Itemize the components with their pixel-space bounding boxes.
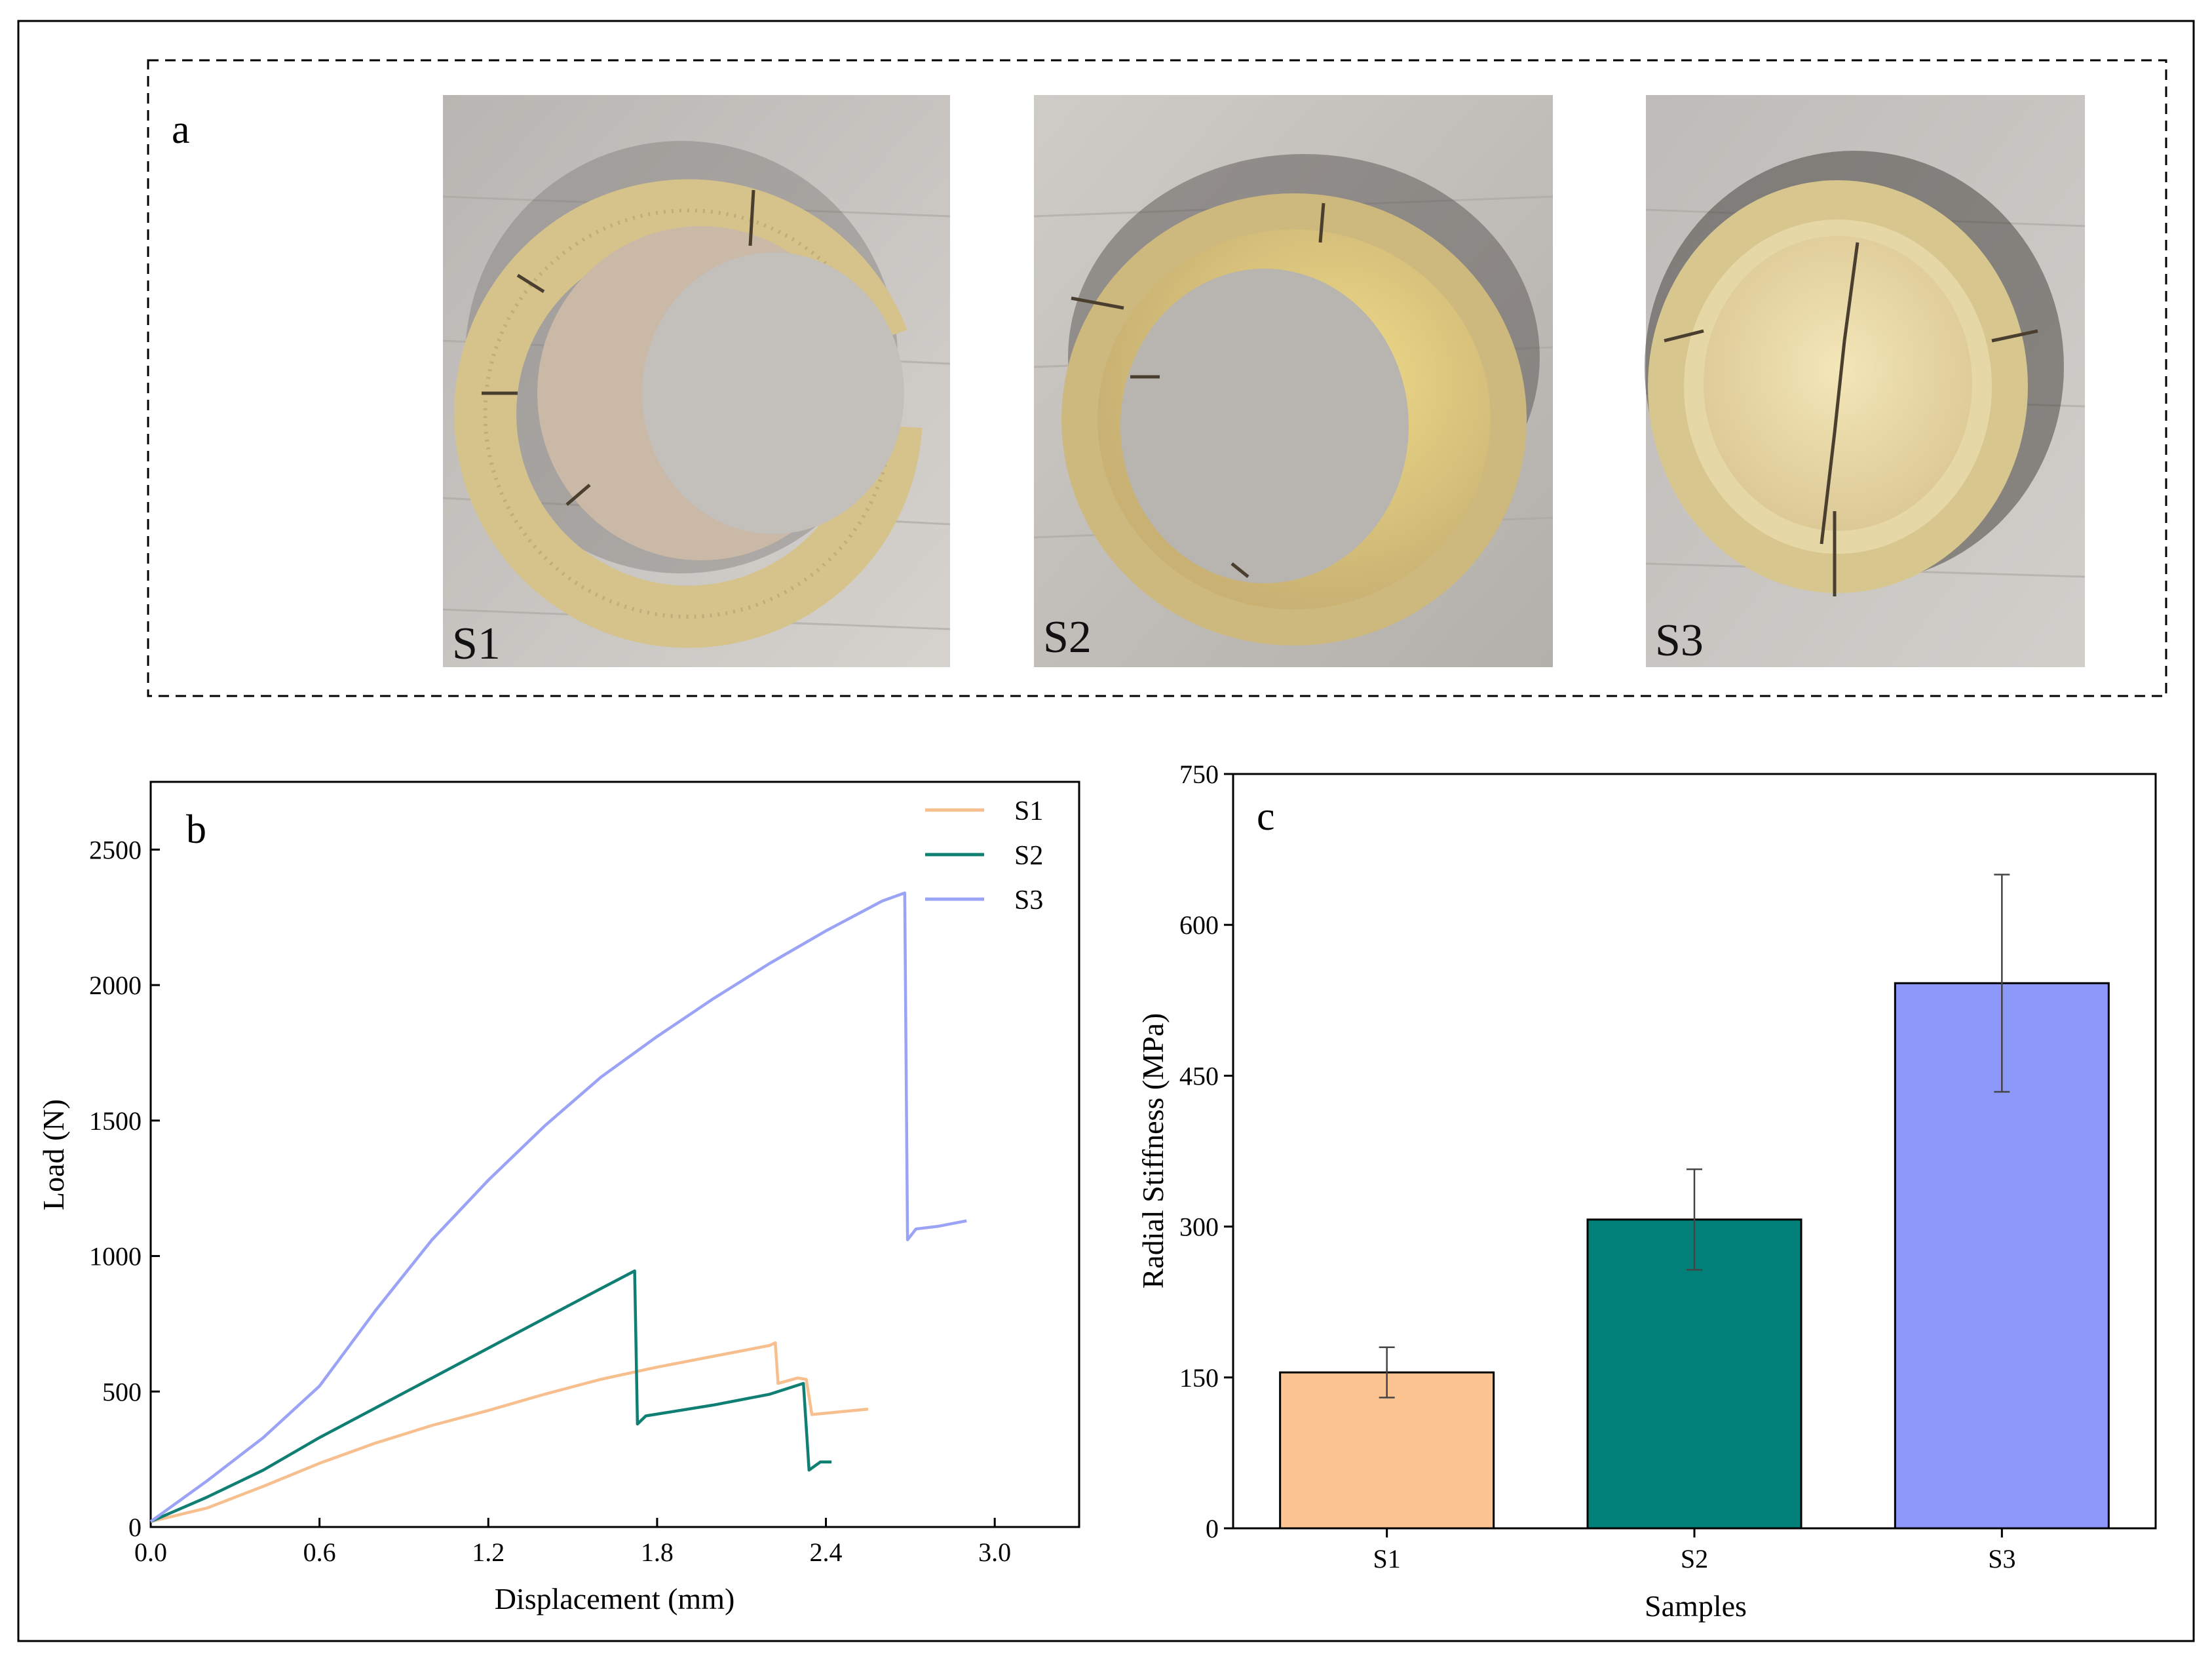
panel-b-series-line-s2 (150, 1269, 832, 1523)
panel-c-y-tick-label: 450 (1179, 1061, 1219, 1091)
panel-c-y-axis-title: Radial Stiffness (MPa) (1136, 1013, 1170, 1289)
panel-c-y-tick-label: 750 (1179, 760, 1219, 789)
panel-b-legend-label-s2: S2 (1014, 841, 1043, 871)
panel-b-y-tick-label: 1500 (89, 1106, 142, 1136)
panel-b-x-tick-label: 3.0 (978, 1537, 1011, 1567)
panel-b-y-tick-label: 2500 (89, 835, 142, 864)
panel-a: a S1 (147, 59, 2167, 697)
panel-c-bars: S1 S2 S3 (1279, 874, 2110, 1574)
panel-b-legend: S1 S2 S3 (925, 796, 1043, 916)
panel-b-y-tick-label: 1000 (89, 1242, 142, 1271)
panel-c-y-tick-label: 300 (1179, 1212, 1219, 1242)
panel-c-x-axis-title: Samples (1645, 1589, 1747, 1623)
panel-b-x-tick-label: 0.6 (303, 1537, 336, 1567)
panel-c-y-tick-label: 150 (1179, 1363, 1219, 1393)
photo-s1: S1 (442, 95, 951, 669)
photo-s2: S2 (1033, 95, 1554, 667)
photo-s2-label: S2 (1043, 612, 1092, 663)
panel-b-series (149, 891, 967, 1523)
panel-b: b 0 500 1000 1500 2000 2500 0.0 0.6 1.2 1.8 2.4 3.… (37, 781, 1080, 1615)
panel-c-x-tick-label-s2: S2 (1681, 1544, 1708, 1574)
panel-c-y-tick-label: 0 (1206, 1514, 1219, 1543)
panel-c-bar-s2 (1586, 1218, 1802, 1530)
panel-c-y-tick-label: 600 (1179, 910, 1219, 940)
photo-s3: S3 (1645, 95, 2086, 667)
panel-b-y-tick-label: 500 (102, 1377, 142, 1406)
panel-b-series-line-s3 (149, 891, 967, 1523)
panel-c-bar-s1 (1279, 1371, 1495, 1530)
panel-b-y-tick-label: 2000 (89, 971, 142, 1000)
photo-s3-label: S3 (1655, 615, 1704, 666)
panel-c: c 0 150 300 450 600 750 S1 S2 S3 Samples Radial… (1136, 760, 2157, 1623)
panel-b-x-ticks: 0.0 0.6 1.2 1.8 2.4 3.0 (134, 1518, 1011, 1567)
photo-s1-label: S1 (452, 619, 501, 669)
panel-c-x-tick-label-s3: S3 (1988, 1544, 2015, 1574)
panel-b-y-ticks: 0 500 1000 1500 2000 2500 (89, 835, 160, 1542)
panel-c-y-ticks: 0 150 300 450 600 750 (1179, 760, 1233, 1543)
panel-b-x-tick-label: 1.2 (472, 1537, 505, 1567)
panel-c-letter: c (1257, 794, 1275, 839)
panel-b-x-tick-label: 1.8 (641, 1537, 674, 1567)
panel-b-letter: b (186, 807, 206, 852)
panel-b-y-tick-label: 0 (128, 1513, 142, 1542)
panel-a-dashed-frame (147, 59, 2167, 697)
panel-b-y-axis-title: Load (N) (37, 1099, 70, 1210)
panel-b-plot-frame (149, 781, 1080, 1528)
panel-a-letter: a (172, 107, 190, 152)
panel-b-x-tick-label: 0.0 (134, 1537, 167, 1567)
panel-b-series-line-s1 (150, 1341, 869, 1523)
panel-c-x-tick-label-s1: S1 (1373, 1544, 1401, 1574)
panel-b-legend-label-s3: S3 (1014, 885, 1043, 916)
panel-b-x-axis-title: Displacement (mm) (495, 1582, 735, 1615)
figure-border (17, 20, 2195, 1642)
panel-b-legend-label-s1: S1 (1014, 796, 1043, 826)
panel-b-x-tick-label: 2.4 (810, 1537, 843, 1567)
